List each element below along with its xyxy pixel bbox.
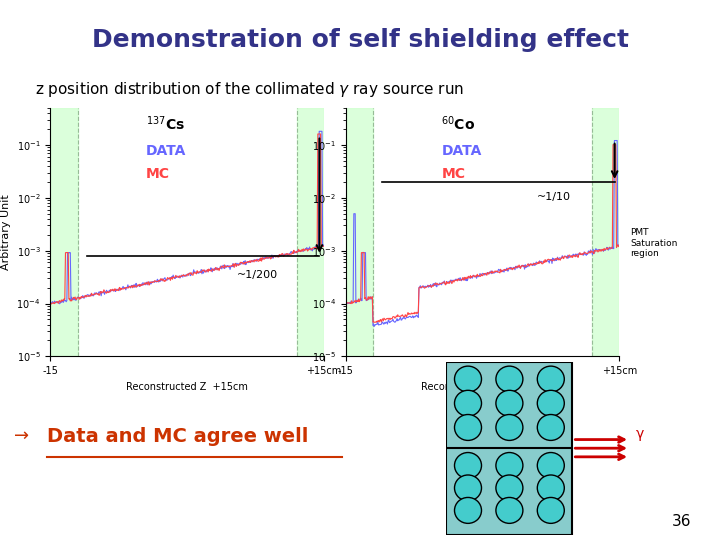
Text: →: → [14, 427, 30, 446]
Circle shape [537, 453, 564, 478]
Text: DATA: DATA [441, 144, 482, 158]
Text: Data and MC agree well: Data and MC agree well [47, 427, 308, 446]
Text: DATA: DATA [146, 144, 186, 158]
Text: $^{137}$Cs: $^{137}$Cs [146, 115, 185, 133]
Circle shape [454, 366, 482, 392]
Text: ~1/10: ~1/10 [537, 192, 571, 202]
Circle shape [454, 497, 482, 523]
Circle shape [496, 453, 523, 478]
Text: γ: γ [635, 427, 644, 441]
Circle shape [537, 475, 564, 501]
Text: $^{60}$Co: $^{60}$Co [441, 115, 475, 133]
Text: MC: MC [146, 166, 170, 180]
Text: MC: MC [441, 166, 465, 180]
Bar [592, 108, 619, 356]
Circle shape [454, 475, 482, 501]
Circle shape [454, 453, 482, 478]
Circle shape [537, 366, 564, 392]
Bar [50, 108, 78, 356]
Y-axis label: Arbitrary Unit: Arbitrary Unit [1, 194, 11, 270]
Circle shape [496, 415, 523, 441]
Bar [297, 108, 324, 356]
Text: ~1/200: ~1/200 [238, 271, 279, 280]
Bar [446, 362, 572, 535]
Circle shape [496, 497, 523, 523]
Circle shape [454, 415, 482, 441]
Circle shape [537, 415, 564, 441]
Text: 36: 36 [672, 514, 691, 529]
Circle shape [496, 366, 523, 392]
Circle shape [454, 390, 482, 416]
Circle shape [496, 475, 523, 501]
Text: z position distribution of the collimated $\gamma$ ray source run: z position distribution of the collimate… [35, 79, 464, 99]
Bar [346, 108, 373, 356]
Text: Demonstration of self shielding effect: Demonstration of self shielding effect [91, 29, 629, 52]
Text: PMT
Saturation
region: PMT Saturation region [630, 228, 678, 258]
X-axis label: Reconstructed Z  +15cm: Reconstructed Z +15cm [126, 382, 248, 392]
Circle shape [496, 390, 523, 416]
Circle shape [537, 497, 564, 523]
Circle shape [537, 390, 564, 416]
X-axis label: Reconstructed Z  +15cm: Reconstructed Z +15cm [421, 382, 544, 392]
